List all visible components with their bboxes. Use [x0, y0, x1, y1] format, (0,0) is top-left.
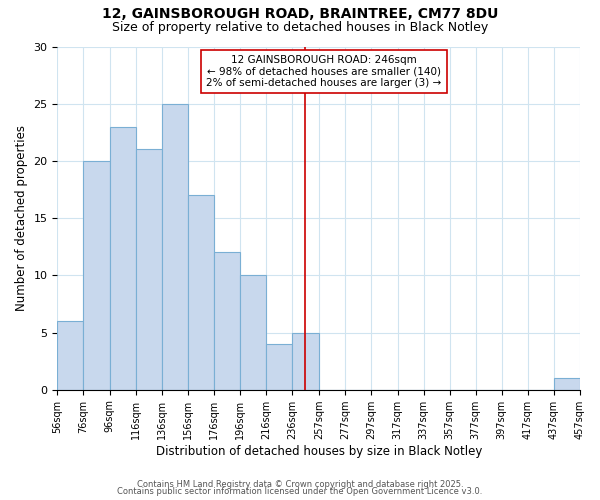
Text: Contains HM Land Registry data © Crown copyright and database right 2025.: Contains HM Land Registry data © Crown c…: [137, 480, 463, 489]
Text: 12, GAINSBOROUGH ROAD, BRAINTREE, CM77 8DU: 12, GAINSBOROUGH ROAD, BRAINTREE, CM77 8…: [102, 8, 498, 22]
Bar: [292, 332, 319, 390]
Bar: [188, 195, 214, 390]
Text: Contains public sector information licensed under the Open Government Licence v3: Contains public sector information licen…: [118, 488, 482, 496]
Text: Size of property relative to detached houses in Black Notley: Size of property relative to detached ho…: [112, 21, 488, 34]
Bar: [266, 344, 292, 390]
X-axis label: Distribution of detached houses by size in Black Notley: Distribution of detached houses by size …: [155, 444, 482, 458]
Bar: [554, 378, 580, 390]
Bar: [110, 126, 136, 390]
Bar: [214, 252, 240, 390]
Bar: [161, 104, 188, 390]
Text: 12 GAINSBOROUGH ROAD: 246sqm
← 98% of detached houses are smaller (140)
2% of se: 12 GAINSBOROUGH ROAD: 246sqm ← 98% of de…: [206, 55, 442, 88]
Y-axis label: Number of detached properties: Number of detached properties: [15, 125, 28, 311]
Bar: [58, 321, 83, 390]
Bar: [83, 161, 110, 390]
Bar: [240, 276, 266, 390]
Bar: [136, 150, 161, 390]
